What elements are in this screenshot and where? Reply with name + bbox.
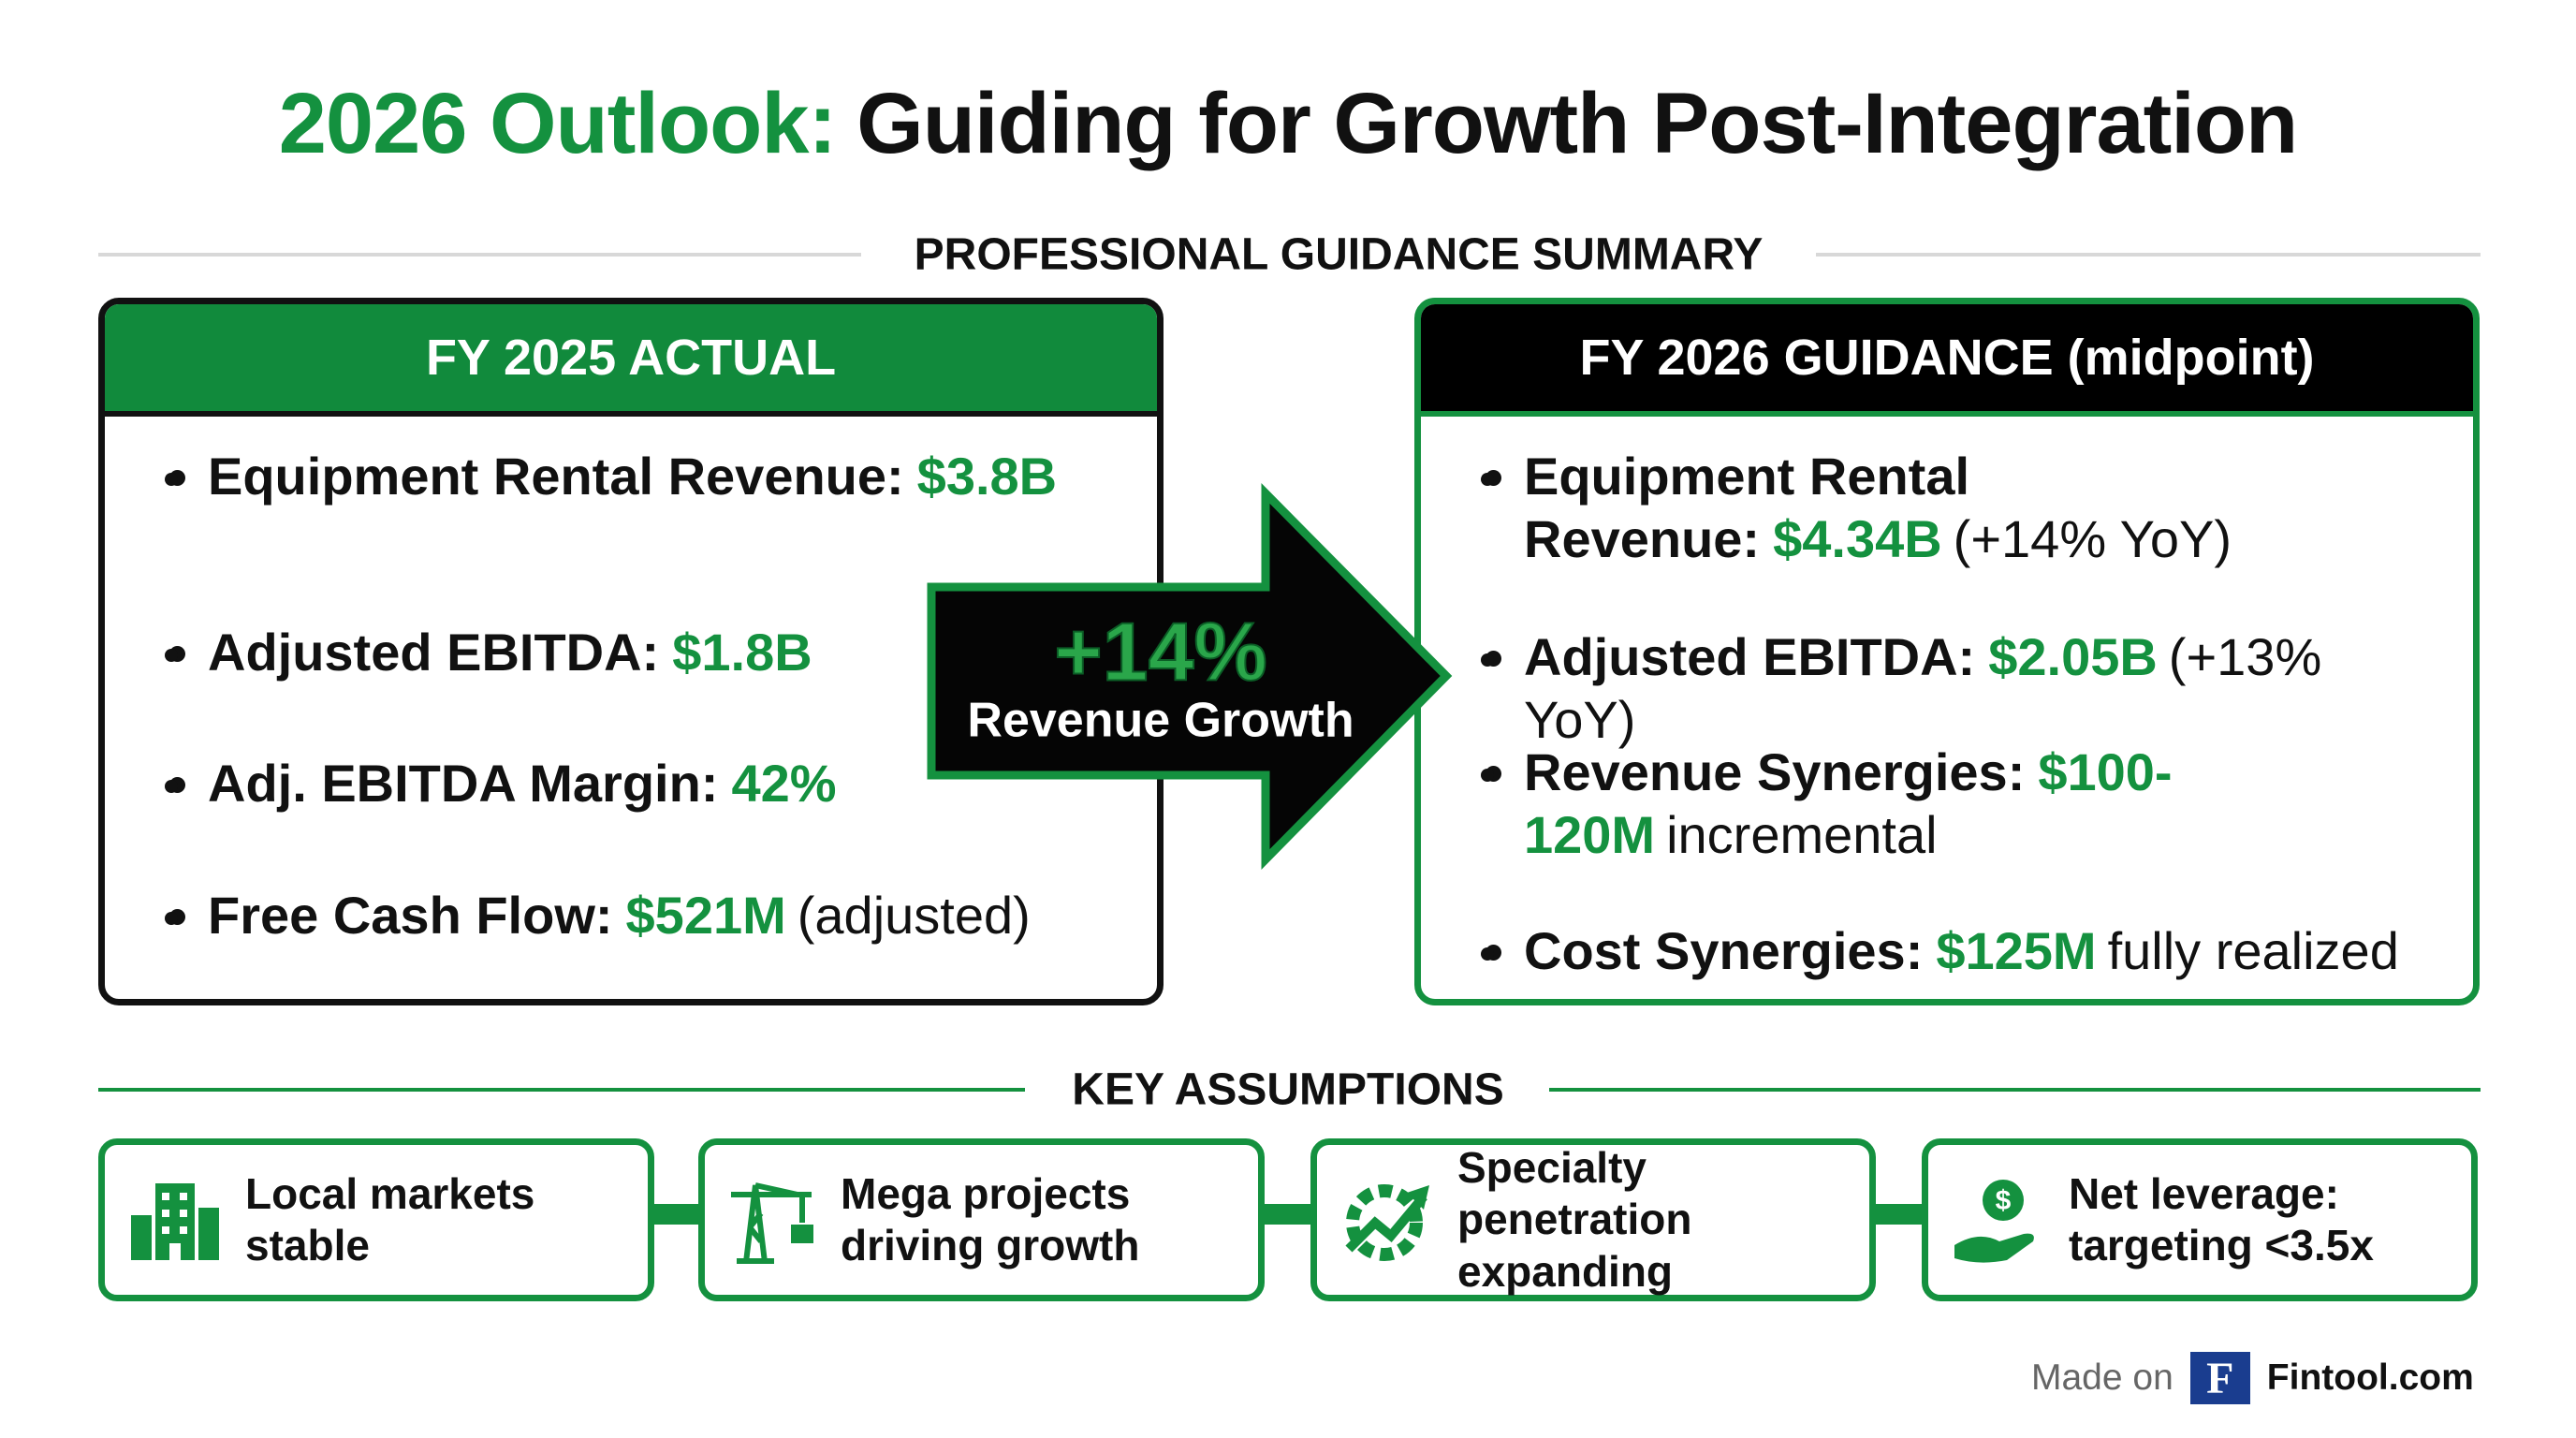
item-label: Adjusted EBITDA: [1524, 627, 1976, 686]
item-value: $3.8B [916, 447, 1058, 506]
title-highlight: 2026 Outlook: [278, 76, 837, 171]
assumption-card: Local markets stable [98, 1138, 654, 1301]
connector [1261, 1204, 1314, 1225]
bullet-item: Equipment Rental Revenue:$4.34B(+14% YoY… [1481, 445, 2445, 570]
item-label: Adjusted EBITDA: [208, 623, 660, 682]
assumption-card: $ Net leverage: targeting <3.5x [1922, 1138, 2478, 1301]
money-hand-icon: $ [1954, 1179, 2034, 1263]
subtitle: PROFESSIONAL GUIDANCE SUMMARY [914, 229, 1764, 280]
item-value: $2.05B [1988, 627, 2158, 686]
arrow-shape [927, 483, 1453, 870]
bullet-item: Adj. EBITDA Margin:42% [165, 752, 1129, 814]
actual-panel: FY 2025 ACTUAL Equipment Rental Revenue:… [98, 298, 1164, 1005]
section-title: KEY ASSUMPTIONS [1072, 1064, 1504, 1115]
footer: Made on F Fintool.com [2031, 1352, 2474, 1404]
divider [1816, 253, 2481, 257]
item-note: (adjusted) [797, 886, 1031, 945]
bullet-item: Equipment Rental Revenue:$3.8B [165, 445, 1129, 507]
building-icon [131, 1183, 219, 1260]
assumption-card: Mega projects driving growth [698, 1138, 1265, 1301]
item-label: Equipment Rental Revenue: [1524, 447, 1970, 569]
item-label: Revenue Synergies: [1524, 742, 2026, 801]
item-note: incremental [1666, 805, 1938, 865]
item-value: 42% [731, 754, 837, 813]
title: 2026 Outlook: Guiding for Growth Post-Int… [0, 75, 2576, 173]
item-note: fully realized [2107, 921, 2399, 980]
icon-glyph: $ [1996, 1185, 2012, 1216]
item-value: $1.8B [672, 623, 812, 682]
made-on: Made on [2031, 1357, 2174, 1398]
divider [98, 253, 861, 257]
item-label: Equipment Rental Revenue: [208, 447, 904, 506]
divider [98, 1088, 1025, 1092]
arrow-value: +14% [1054, 605, 1267, 697]
brand: Fintool.com [2266, 1357, 2474, 1398]
item-value: $125M [1936, 921, 2097, 980]
assumption-text: Specialty penetration expanding [1457, 1143, 1692, 1296]
item-value: $100-120M [1524, 742, 2173, 865]
assumption-text: Mega projects driving growth [841, 1168, 1140, 1269]
growth-arrow: +14% Revenue Growth [927, 483, 1453, 870]
item-label: Cost Synergies: [1524, 921, 1924, 980]
gear-chart-icon [1345, 1183, 1429, 1261]
item-note: (+13% YoY) [1524, 627, 2322, 750]
item-label: Adj. EBITDA Margin: [208, 754, 719, 813]
assumption-text: Local markets stable [245, 1168, 535, 1269]
assumption-card: Specialty penetration expanding [1310, 1138, 1876, 1301]
panel-title: FY 2026 GUIDANCE (midpoint) [1421, 304, 2473, 417]
bullet-item: Free Cash Flow:$521M(adjusted) [165, 884, 1129, 946]
panel-title: FY 2025 ACTUAL [105, 304, 1157, 417]
bullet-item: Adjusted EBITDA:$1.8B [165, 621, 1129, 683]
logo: F [2189, 1352, 2250, 1404]
title-rest: Guiding for Growth Post-Integration [856, 76, 2298, 171]
crane-icon [731, 1181, 813, 1264]
guidance-panel: FY 2026 GUIDANCE (midpoint) Equipment Re… [1414, 298, 2480, 1005]
connector [1872, 1204, 1925, 1225]
arrow-label: Revenue Growth [967, 694, 1354, 748]
item-note: (+14% YoY) [1953, 509, 2232, 569]
divider [1549, 1088, 2481, 1092]
bullet-item: Adjusted EBITDA:$2.05B(+13% YoY) [1481, 625, 2445, 751]
connector [651, 1204, 702, 1225]
item-value: $4.34B [1773, 509, 1942, 569]
assumption-text: Net leverage: targeting <3.5x [2069, 1168, 2374, 1269]
item-label: Free Cash Flow: [208, 886, 613, 945]
item-value: $521M [625, 886, 786, 945]
